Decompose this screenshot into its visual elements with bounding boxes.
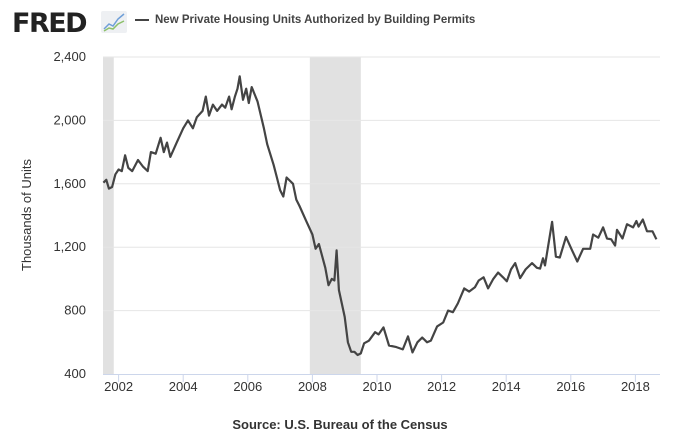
x-tick-label: 2018 (621, 379, 650, 394)
x-tick-label: 2014 (492, 379, 521, 394)
recession-shading (103, 57, 114, 374)
x-tick-label: 2016 (556, 379, 585, 394)
y-tick-label: 1,200 (53, 239, 86, 254)
y-tick-label: 400 (64, 366, 86, 381)
recession-shading (309, 57, 361, 374)
y-axis-title: Thousands of Units (19, 159, 34, 272)
legend-line-swatch (135, 19, 149, 21)
fred-logo: FRED (12, 8, 88, 39)
x-tick-label: 2002 (104, 379, 133, 394)
source-note: Source: U.S. Bureau of the Census (232, 417, 448, 432)
chart-logo-icon (101, 11, 127, 33)
y-tick-label: 2,400 (53, 49, 86, 64)
x-tick-label: 2008 (298, 379, 327, 394)
x-tick-label: 2004 (169, 379, 198, 394)
y-tick-label: 800 (64, 303, 86, 318)
x-tick-label: 2006 (233, 379, 262, 394)
legend: New Private Housing Units Authorized by … (135, 14, 475, 26)
x-tick-label: 2010 (363, 379, 392, 394)
x-tick-label: 2012 (427, 379, 456, 394)
legend-label: New Private Housing Units Authorized by … (155, 14, 476, 26)
y-tick-label: 2,000 (53, 112, 86, 127)
series-line (102, 75, 658, 357)
y-tick-label: 1,600 (53, 176, 86, 191)
